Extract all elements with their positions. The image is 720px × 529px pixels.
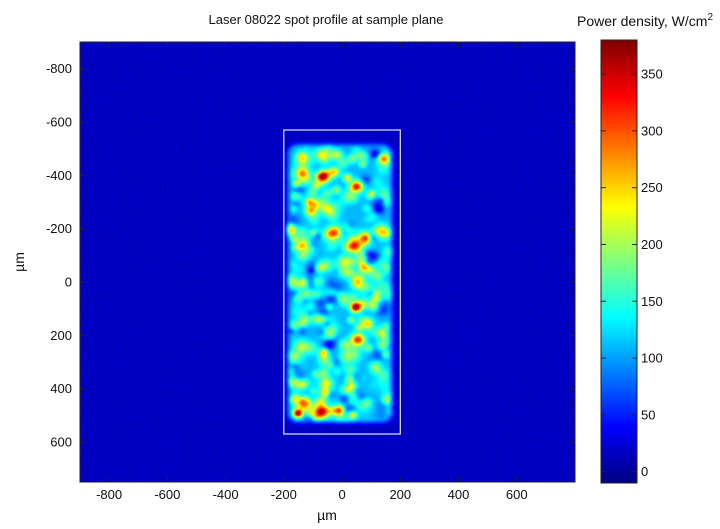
colorbar-tick-label: 250 (641, 180, 663, 195)
colorbar-tick-label: 200 (641, 237, 663, 252)
colorbar-axis: 0 50 100 150 200 250 300 350 (601, 67, 663, 479)
x-tick-label: -200 (271, 487, 297, 502)
plot-frame (79, 41, 576, 483)
x-tick-label: -600 (154, 487, 180, 502)
colorbar-tick-label: 100 (641, 351, 663, 366)
y-tick-label: 400 (50, 381, 72, 396)
x-tick-label: 0 (338, 487, 345, 502)
y-tick-label: -600 (46, 115, 72, 130)
heatmap-image (80, 42, 575, 482)
colorbar-tick-label: 350 (641, 67, 663, 82)
colorbar-title-superscript: 2 (707, 12, 713, 23)
x-tick-label: 200 (389, 487, 411, 502)
colorbar-title: Power density, W/cm2 (577, 12, 713, 29)
y-tick-label: 600 (50, 435, 72, 450)
colorbar-tick-label: 150 (641, 294, 663, 309)
colorbar-frame (600, 39, 638, 484)
y-axis: -800 -600 -400 -200 0 200 400 600 (46, 61, 575, 450)
y-tick-label: -200 (46, 221, 72, 236)
colorbar-gradient (601, 40, 637, 483)
y-tick-label: 200 (50, 328, 72, 343)
colorbar-tick-label: 300 (641, 123, 663, 138)
colorbar-tick-label: 0 (641, 464, 648, 479)
y-axis-label: µm (11, 252, 27, 272)
spot-rectangle (283, 129, 401, 435)
x-axis: -800 -600 -400 -200 0 200 400 600 (96, 42, 528, 502)
x-tick-label: -800 (96, 487, 122, 502)
y-tick-label: -800 (46, 61, 72, 76)
x-axis-label: µm (317, 507, 337, 523)
chart-title: Laser 08022 spot profile at sample plane (209, 12, 444, 27)
x-tick-label: 400 (448, 487, 470, 502)
colorbar-tick-label: 50 (641, 407, 655, 422)
y-tick-label: 0 (65, 275, 72, 290)
colorbar-title-text: Power density, W/cm (577, 13, 707, 29)
x-tick-label: -400 (213, 487, 239, 502)
x-tick-label: 600 (506, 487, 528, 502)
y-tick-label: -400 (46, 168, 72, 183)
